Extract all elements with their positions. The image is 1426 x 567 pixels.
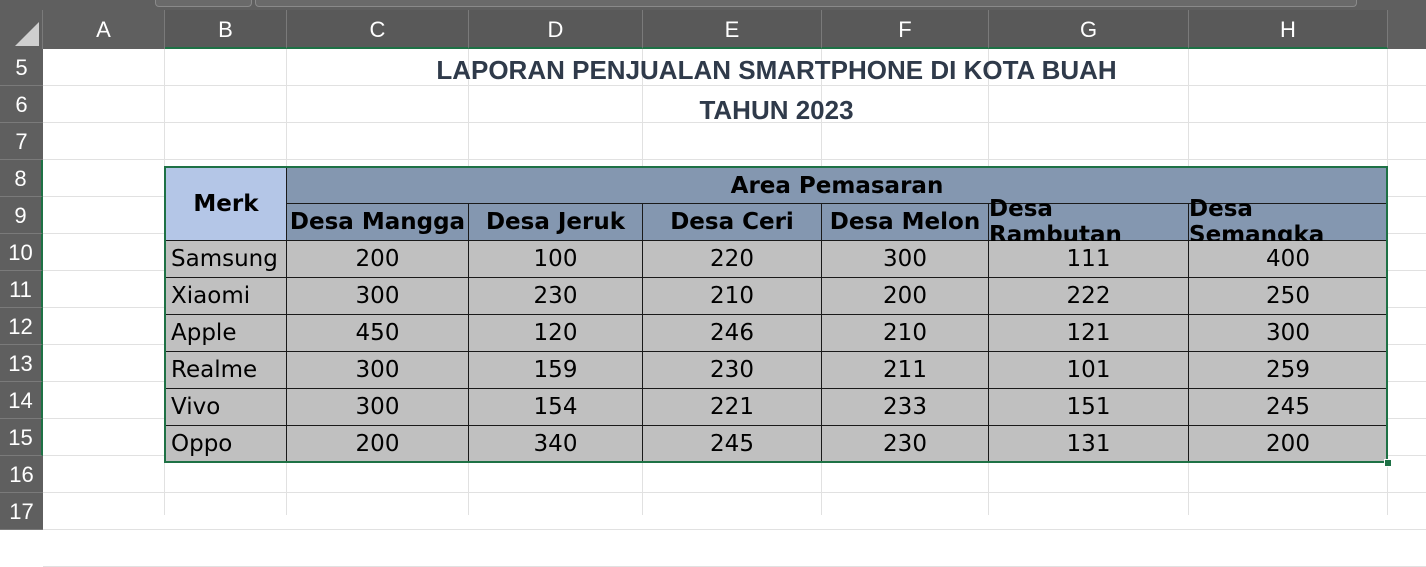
area-subheader[interactable]: Desa Rambutan	[989, 196, 1189, 248]
select-all-triangle-icon	[15, 22, 39, 46]
row-header-9[interactable]: 9	[0, 197, 43, 234]
window-tab[interactable]	[255, 0, 1357, 7]
value-cell[interactable]: 300	[822, 241, 989, 278]
value-cell[interactable]: 220	[643, 241, 822, 278]
value-cell[interactable]: 111	[989, 241, 1189, 278]
area-subheader[interactable]: Desa Ceri	[643, 204, 822, 241]
area-subheader[interactable]: Desa Mangga	[287, 204, 469, 241]
value-cell[interactable]: 450	[287, 315, 469, 352]
merk-cell[interactable]: Apple	[165, 315, 287, 352]
merk-cell[interactable]: Samsung	[165, 241, 287, 278]
row-header-11[interactable]: 11	[0, 271, 43, 308]
row-header-17[interactable]: 17	[0, 493, 43, 530]
merk-cell[interactable]: Vivo	[165, 389, 287, 426]
row-header-10[interactable]: 10	[0, 234, 43, 271]
value-cell[interactable]: 340	[469, 426, 643, 463]
value-cell[interactable]: 151	[989, 389, 1189, 426]
value-cell[interactable]: 210	[822, 315, 989, 352]
value-cell[interactable]: 259	[1189, 352, 1388, 389]
row-header-8[interactable]: 8	[0, 160, 43, 197]
value-cell[interactable]: 233	[822, 389, 989, 426]
gridline-horizontal	[43, 122, 1426, 123]
value-cell[interactable]: 250	[1189, 278, 1388, 315]
value-cell[interactable]: 246	[643, 315, 822, 352]
value-cell[interactable]: 154	[469, 389, 643, 426]
column-header-g[interactable]: G	[989, 10, 1189, 49]
fill-handle[interactable]	[1384, 459, 1392, 467]
value-cell[interactable]: 131	[989, 426, 1189, 463]
value-cell[interactable]: 245	[643, 426, 822, 463]
merk-cell[interactable]: Xiaomi	[165, 278, 287, 315]
value-cell[interactable]: 230	[643, 352, 822, 389]
value-cell[interactable]: 230	[822, 426, 989, 463]
area-header[interactable]: Area Pemasaran	[287, 167, 1388, 204]
row-header-13[interactable]: 13	[0, 345, 43, 382]
value-cell[interactable]: 101	[989, 352, 1189, 389]
row-header-5[interactable]: 5	[0, 49, 43, 86]
column-header-e[interactable]: E	[643, 10, 822, 49]
row-header-6[interactable]: 6	[0, 86, 43, 123]
column-header-h[interactable]: H	[1189, 10, 1388, 49]
gridline-horizontal	[43, 492, 1426, 493]
merk-cell[interactable]: Oppo	[165, 426, 287, 463]
area-subheader[interactable]: Desa Semangka	[1189, 196, 1388, 248]
select-all-corner[interactable]	[0, 10, 43, 49]
column-header-a[interactable]: A	[43, 10, 165, 49]
row-header-16[interactable]: 16	[0, 456, 43, 493]
column-header-f[interactable]: F	[822, 10, 989, 49]
value-cell[interactable]: 200	[822, 278, 989, 315]
merk-header[interactable]: Merk	[165, 167, 287, 241]
report-year[interactable]: TAHUN 2023	[699, 95, 854, 125]
gridline-horizontal	[43, 159, 1426, 160]
title-bar-strip	[0, 0, 1426, 10]
value-cell[interactable]: 222	[989, 278, 1189, 315]
value-cell[interactable]: 121	[989, 315, 1189, 352]
value-cell[interactable]: 221	[643, 389, 822, 426]
report-title[interactable]: LAPORAN PENJUALAN SMARTPHONE DI KOTA BUA…	[436, 55, 1117, 85]
row-header-7[interactable]: 7	[0, 123, 43, 160]
window-tab[interactable]	[155, 0, 252, 7]
value-cell[interactable]: 300	[287, 352, 469, 389]
row-header-12[interactable]: 12	[0, 308, 43, 345]
column-header-d[interactable]: D	[469, 10, 643, 49]
merk-cell[interactable]: Realme	[165, 352, 287, 389]
area-subheader[interactable]: Desa Jeruk	[469, 204, 643, 241]
value-cell[interactable]: 300	[287, 278, 469, 315]
value-cell[interactable]: 159	[469, 352, 643, 389]
value-cell[interactable]: 300	[287, 389, 469, 426]
value-cell[interactable]: 200	[287, 426, 469, 463]
value-cell[interactable]: 200	[287, 241, 469, 278]
value-cell[interactable]: 230	[469, 278, 643, 315]
column-header-b[interactable]: B	[165, 10, 287, 49]
value-cell[interactable]: 100	[469, 241, 643, 278]
value-cell[interactable]: 120	[469, 315, 643, 352]
value-cell[interactable]: 200	[1189, 426, 1388, 463]
value-cell[interactable]: 400	[1189, 241, 1388, 278]
area-subheader[interactable]: Desa Melon	[822, 204, 989, 241]
row-header-15[interactable]: 15	[0, 419, 43, 456]
value-cell[interactable]: 211	[822, 352, 989, 389]
gridline-horizontal	[43, 85, 1426, 86]
column-header-c[interactable]: C	[287, 10, 469, 49]
row-header-14[interactable]: 14	[0, 382, 43, 419]
value-cell[interactable]: 245	[1189, 389, 1388, 426]
value-cell[interactable]: 210	[643, 278, 822, 315]
value-cell[interactable]: 300	[1189, 315, 1388, 352]
gridline-horizontal	[43, 529, 1426, 530]
